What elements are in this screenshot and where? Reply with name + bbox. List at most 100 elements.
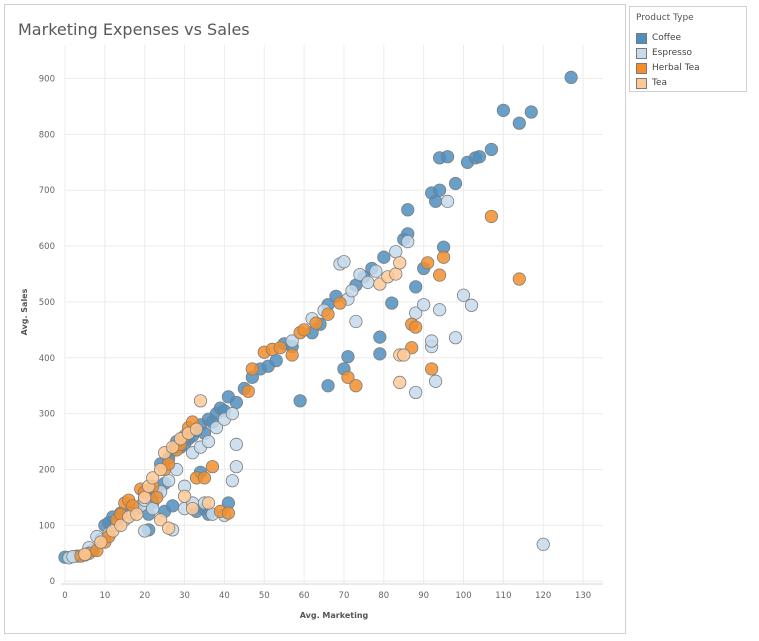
data-point[interactable] bbox=[409, 280, 423, 294]
data-point[interactable] bbox=[377, 250, 391, 264]
data-point[interactable] bbox=[201, 434, 216, 449]
data-point[interactable] bbox=[185, 501, 200, 516]
data-point[interactable] bbox=[484, 142, 499, 157]
data-point[interactable] bbox=[373, 347, 387, 361]
data-point[interactable] bbox=[193, 394, 208, 408]
data-point[interactable] bbox=[285, 334, 299, 348]
data-point[interactable] bbox=[464, 298, 479, 312]
data-point[interactable] bbox=[341, 350, 355, 364]
data-point[interactable] bbox=[433, 268, 447, 282]
data-point[interactable] bbox=[421, 256, 435, 270]
data-point[interactable] bbox=[166, 440, 180, 454]
data-point[interactable] bbox=[564, 70, 578, 84]
data-point[interactable] bbox=[484, 209, 499, 224]
legend-swatch-tea bbox=[636, 77, 647, 89]
data-point[interactable] bbox=[341, 370, 355, 384]
data-point[interactable] bbox=[130, 507, 144, 521]
data-point[interactable] bbox=[448, 176, 463, 191]
data-point[interactable] bbox=[440, 194, 455, 208]
data-point[interactable] bbox=[221, 506, 235, 520]
data-point[interactable] bbox=[297, 323, 311, 337]
data-point[interactable] bbox=[201, 496, 216, 510]
data-point[interactable] bbox=[345, 284, 359, 298]
data-point[interactable] bbox=[146, 471, 160, 485]
x-tick-label: 0 bbox=[62, 591, 67, 601]
data-point[interactable] bbox=[369, 264, 383, 278]
data-point[interactable] bbox=[333, 296, 347, 310]
data-point[interactable] bbox=[321, 379, 335, 393]
data-point[interactable] bbox=[94, 535, 108, 549]
data-point[interactable] bbox=[114, 518, 128, 532]
data-point[interactable] bbox=[389, 267, 403, 281]
data-point[interactable] bbox=[401, 203, 415, 217]
data-point[interactable] bbox=[146, 501, 160, 516]
data-point[interactable] bbox=[205, 460, 220, 474]
data-point[interactable] bbox=[436, 250, 451, 264]
data-point[interactable] bbox=[397, 348, 411, 362]
data-point[interactable] bbox=[393, 375, 407, 389]
data-point[interactable] bbox=[429, 374, 443, 388]
data-point[interactable] bbox=[162, 474, 176, 488]
data-point[interactable] bbox=[389, 245, 403, 259]
legend-label-herbal-tea: Herbal Tea bbox=[652, 63, 700, 73]
data-point[interactable] bbox=[321, 307, 335, 321]
data-point[interactable] bbox=[349, 379, 363, 393]
data-point[interactable] bbox=[154, 513, 168, 527]
data-point[interactable] bbox=[229, 437, 243, 451]
x-tick-label: 30 bbox=[179, 591, 190, 601]
data-point[interactable] bbox=[456, 288, 471, 302]
data-point[interactable] bbox=[524, 105, 538, 119]
data-point[interactable] bbox=[269, 353, 283, 368]
data-point[interactable] bbox=[166, 499, 180, 513]
data-point[interactable] bbox=[229, 395, 243, 410]
data-point[interactable] bbox=[229, 460, 243, 474]
x-tick-label: 100 bbox=[455, 591, 471, 601]
data-point[interactable] bbox=[337, 255, 351, 269]
data-point[interactable] bbox=[512, 272, 526, 286]
data-point[interactable] bbox=[536, 537, 550, 551]
data-point[interactable] bbox=[154, 462, 168, 477]
data-point[interactable] bbox=[353, 267, 367, 282]
data-point[interactable] bbox=[78, 547, 92, 561]
data-point[interactable] bbox=[138, 524, 152, 538]
data-point[interactable] bbox=[209, 421, 224, 435]
data-point[interactable] bbox=[293, 394, 307, 408]
data-point[interactable] bbox=[241, 384, 255, 398]
data-point[interactable] bbox=[417, 298, 431, 312]
data-point[interactable] bbox=[349, 314, 363, 329]
x-tick-label: 20 bbox=[139, 591, 150, 601]
data-point[interactable] bbox=[433, 303, 447, 317]
data-point[interactable] bbox=[393, 256, 407, 270]
data-point[interactable] bbox=[309, 316, 323, 330]
data-point[interactable] bbox=[373, 330, 387, 344]
legend-item-espresso[interactable]: Espresso bbox=[636, 47, 692, 59]
data-point[interactable] bbox=[225, 474, 239, 488]
data-point[interactable] bbox=[245, 362, 259, 376]
data-point[interactable] bbox=[425, 334, 439, 348]
legend-item-herbal-tea[interactable]: Herbal Tea bbox=[636, 62, 700, 74]
data-point[interactable] bbox=[409, 385, 423, 400]
legend-item-coffee[interactable]: Coffee bbox=[636, 32, 681, 44]
data-point[interactable] bbox=[425, 362, 439, 376]
data-point[interactable] bbox=[496, 103, 510, 117]
data-point[interactable] bbox=[512, 116, 526, 130]
data-point[interactable] bbox=[440, 150, 455, 164]
data-point[interactable] bbox=[361, 275, 375, 289]
data-point[interactable] bbox=[197, 471, 212, 485]
data-point[interactable] bbox=[150, 490, 164, 505]
data-point[interactable] bbox=[177, 489, 192, 503]
data-point[interactable] bbox=[225, 407, 239, 421]
data-point[interactable] bbox=[162, 521, 176, 535]
legend-item-tea[interactable]: Tea bbox=[636, 77, 667, 89]
data-point[interactable] bbox=[433, 183, 447, 197]
data-point[interactable] bbox=[189, 422, 204, 436]
data-point[interactable] bbox=[472, 150, 487, 164]
data-point[interactable] bbox=[409, 320, 423, 334]
data-point[interactable] bbox=[385, 296, 399, 310]
data-point[interactable] bbox=[429, 194, 443, 208]
data-point[interactable] bbox=[401, 235, 415, 249]
data-point[interactable] bbox=[285, 348, 299, 362]
data-point[interactable] bbox=[448, 331, 463, 345]
data-point[interactable] bbox=[273, 341, 287, 355]
data-point[interactable] bbox=[138, 490, 152, 505]
